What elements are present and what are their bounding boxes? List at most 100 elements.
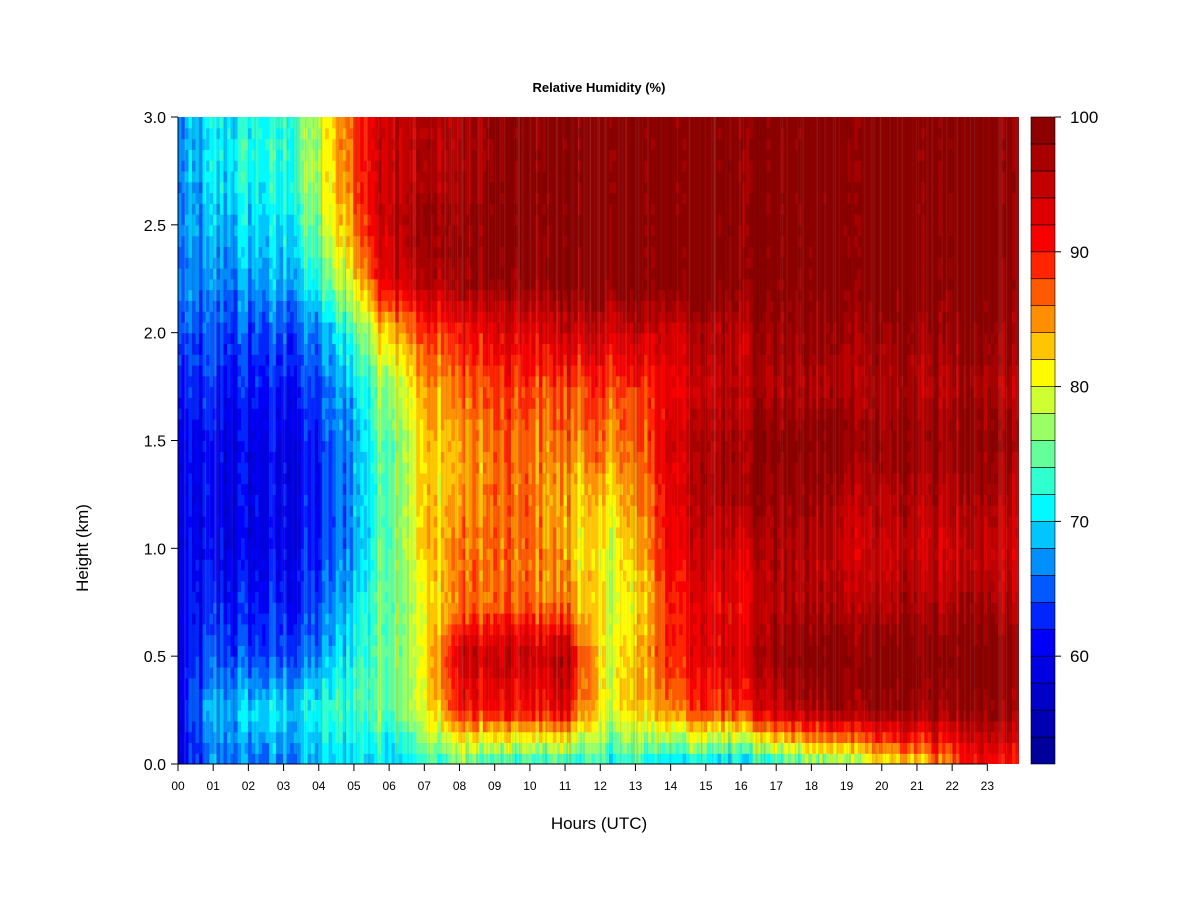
heatmap-cell <box>1011 559 1017 571</box>
heatmap-cell <box>623 537 628 549</box>
heatmap-cell <box>843 677 848 690</box>
heatmap-cell <box>598 623 603 636</box>
heatmap-cell <box>756 720 761 733</box>
heatmap-cell <box>213 656 218 668</box>
heatmap-cell <box>1008 656 1013 668</box>
heatmap-cell <box>651 548 656 560</box>
heatmap-cell <box>234 720 239 733</box>
heatmap-cell <box>927 591 932 603</box>
heatmap-cell <box>763 623 768 636</box>
heatmap-cell <box>826 591 831 603</box>
heatmap-cell <box>969 677 975 690</box>
heatmap-cell <box>854 742 859 754</box>
heatmap-cell <box>482 656 487 668</box>
heatmap-cell <box>244 613 249 625</box>
heatmap-cell <box>335 742 340 754</box>
heatmap-cell <box>531 559 537 571</box>
heatmap-cell <box>297 537 302 549</box>
heatmap-cell <box>766 699 771 711</box>
heatmap-cell <box>528 710 533 722</box>
heatmap-cell <box>395 677 400 690</box>
heatmap-cell <box>524 753 530 764</box>
heatmap-cell <box>496 623 501 636</box>
heatmap-cell <box>241 677 246 690</box>
heatmap-cell <box>668 699 673 711</box>
heatmap-cell <box>433 731 438 744</box>
heatmap-cell <box>279 613 284 625</box>
heatmap-cell <box>496 710 501 722</box>
heatmap-cell <box>945 591 950 603</box>
heatmap-cell <box>990 645 996 657</box>
heatmap-cell <box>342 548 347 560</box>
heatmap-cell <box>503 753 508 764</box>
heatmap-cell <box>472 559 477 571</box>
heatmap-cell <box>679 548 684 560</box>
heatmap-cell <box>686 602 691 614</box>
heatmap-cell <box>566 623 572 636</box>
heatmap-cell <box>945 666 950 679</box>
heatmap-cell <box>973 602 978 614</box>
heatmap-cell <box>363 720 368 733</box>
heatmap-cell <box>619 580 624 593</box>
heatmap-cell <box>255 569 260 582</box>
heatmap-cell <box>363 613 368 625</box>
heatmap-cell <box>885 666 890 679</box>
heatmap-cell <box>689 613 694 625</box>
heatmap-cell <box>731 634 736 646</box>
heatmap-cell <box>661 537 666 549</box>
heatmap-cell <box>738 613 743 625</box>
heatmap-cell <box>279 666 284 679</box>
heatmap-cell <box>332 591 337 603</box>
heatmap-cell <box>255 688 260 700</box>
heatmap-cell <box>752 548 757 560</box>
heatmap-cell <box>969 634 975 646</box>
heatmap-cell <box>342 613 347 625</box>
heatmap-cell <box>535 559 540 571</box>
heatmap-cell <box>1001 645 1006 657</box>
heatmap-cell <box>216 580 221 593</box>
heatmap-cell <box>826 710 831 722</box>
heatmap-cell <box>808 742 813 754</box>
heatmap-cell <box>227 613 232 625</box>
heatmap-cell <box>286 731 291 744</box>
heatmap-cell <box>787 688 792 700</box>
heatmap-cell <box>812 720 817 733</box>
heatmap-cell <box>374 731 379 744</box>
heatmap-cell <box>791 602 796 614</box>
heatmap-cell <box>777 537 782 549</box>
heatmap-cell <box>665 548 670 560</box>
heatmap-cell <box>941 677 947 690</box>
heatmap-cell <box>192 580 197 593</box>
heatmap-cell <box>472 623 477 636</box>
heatmap-cell <box>626 613 631 625</box>
heatmap-cell <box>325 656 330 668</box>
heatmap-cell <box>605 677 610 690</box>
heatmap-cell <box>549 580 554 593</box>
heatmap-cell <box>675 634 680 646</box>
heatmap-cell <box>514 623 519 636</box>
heatmap-cell <box>987 742 992 754</box>
heatmap-cell <box>311 753 316 764</box>
heatmap-cell <box>563 666 568 679</box>
heatmap-cell <box>903 580 908 593</box>
heatmap-cell <box>451 580 456 593</box>
heatmap-cell <box>311 580 316 593</box>
heatmap-cell <box>808 537 813 549</box>
heatmap-cell <box>489 742 494 754</box>
heatmap-cell <box>945 753 950 764</box>
heatmap-cell <box>987 645 992 657</box>
heatmap-cell <box>503 656 508 668</box>
heatmap-cell <box>994 645 999 657</box>
heatmap-cell <box>686 677 691 690</box>
heatmap-cell <box>794 677 799 690</box>
heatmap-cell <box>367 753 372 764</box>
heatmap-cell <box>885 753 890 764</box>
heatmap-cell <box>559 753 565 764</box>
heatmap-cell <box>489 623 494 636</box>
heatmap-cell <box>304 699 309 711</box>
heatmap-cell <box>584 742 589 754</box>
heatmap-cell <box>276 569 281 582</box>
heatmap-cell <box>346 720 351 733</box>
heatmap-cell <box>304 666 309 679</box>
heatmap-cell <box>591 720 596 733</box>
